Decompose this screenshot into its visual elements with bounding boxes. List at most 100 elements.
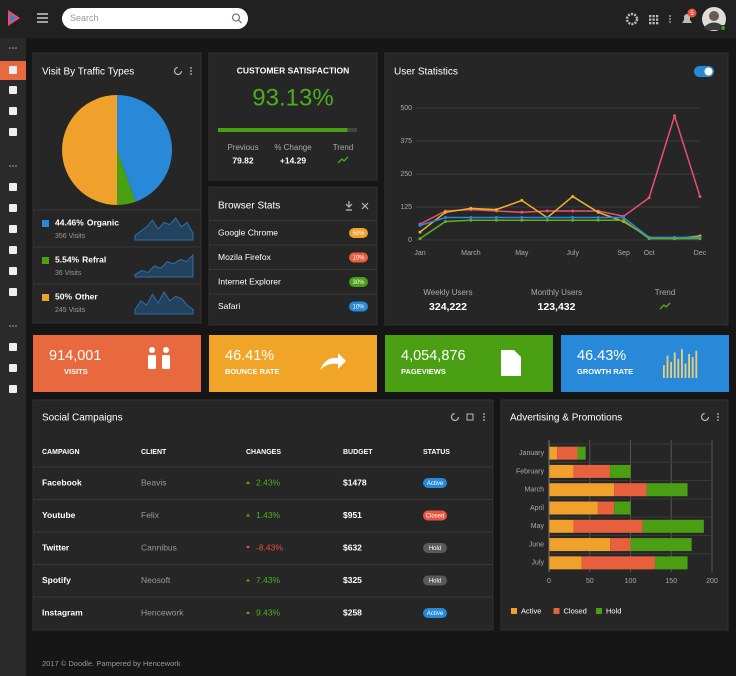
sidebar-icon[interactable]	[9, 86, 17, 94]
menu-icon[interactable]	[483, 419, 485, 421]
sidebar-icon[interactable]	[9, 66, 17, 74]
bar-segment	[549, 519, 574, 533]
line-point	[647, 196, 651, 200]
tile-icon	[666, 355, 669, 378]
sidebar-icon[interactable]	[9, 288, 17, 296]
menu-icon[interactable]	[190, 70, 192, 72]
cell-status: Active	[427, 611, 444, 617]
legend-label: 44.46% Organic	[55, 218, 119, 228]
apps-icon[interactable]	[656, 22, 659, 25]
menu-icon[interactable]	[483, 413, 485, 415]
menu-icon[interactable]	[190, 73, 192, 75]
apps-icon[interactable]	[652, 15, 655, 18]
legend-label: Closed	[564, 606, 587, 615]
menu-icon[interactable]	[483, 416, 485, 418]
apps-icon[interactable]	[649, 18, 652, 21]
browser-badge	[349, 277, 368, 287]
sidebar-icon[interactable]	[9, 183, 17, 191]
menu-icon[interactable]	[190, 67, 192, 69]
legend-value: 44.46%	[55, 218, 84, 228]
panel-title: User Statistics	[394, 67, 458, 78]
sidebar-icon[interactable]	[9, 128, 17, 136]
apps-icon[interactable]	[656, 18, 659, 21]
status-badge	[423, 608, 447, 618]
column-header: CLIENT	[141, 449, 167, 456]
apps-icon[interactable]	[656, 15, 659, 18]
refresh-icon[interactable]	[450, 412, 460, 422]
bar-segment	[630, 538, 692, 552]
panel-title: Advertising & Promotions	[510, 413, 622, 424]
sidebar-icon[interactable]	[9, 364, 17, 372]
cell-change: 2.43%	[256, 477, 281, 487]
line-series	[419, 219, 700, 240]
apps-icon[interactable]	[652, 18, 655, 21]
search-box[interactable]	[62, 8, 248, 29]
browser-badge	[349, 228, 368, 238]
apps-icon[interactable]	[652, 22, 655, 25]
x-tick-label: Sep	[617, 250, 630, 257]
tile-icon	[162, 355, 170, 369]
sidebar-divider	[15, 325, 17, 327]
line-point	[520, 198, 524, 202]
notification-badge	[687, 8, 697, 18]
legend-label: Hold	[606, 606, 621, 615]
browser-share: 10%	[352, 305, 365, 311]
x-tick-label: 50	[586, 578, 594, 585]
sidebar-icon[interactable]	[9, 225, 17, 233]
tile-icon	[688, 354, 690, 378]
stat-value: 324,222	[429, 301, 467, 313]
line-point	[571, 194, 575, 198]
y-tick-label: 0	[408, 237, 412, 244]
close-icon[interactable]	[361, 202, 369, 210]
sidebar-icon[interactable]	[9, 246, 17, 254]
browser-share: 30%	[352, 280, 365, 286]
sidebar-divider	[9, 47, 11, 49]
refresh-icon[interactable]	[173, 66, 183, 76]
menu-icon[interactable]	[669, 21, 671, 23]
change-arrow	[246, 481, 250, 484]
line-point	[622, 216, 626, 220]
browser-badge	[349, 252, 368, 263]
x-tick-label: Oct	[644, 250, 655, 257]
line-point	[545, 209, 549, 213]
bar-segment	[597, 501, 615, 515]
cell-status: Closed	[426, 514, 445, 520]
line-point	[596, 216, 600, 220]
progress-bar	[218, 128, 348, 132]
cell-campaign: Twitter	[42, 542, 70, 552]
stat-label: Weekly Users	[423, 288, 472, 297]
sidebar-icon[interactable]	[9, 385, 17, 393]
sidebar-icon[interactable]	[9, 107, 17, 115]
sidebar-icon[interactable]	[9, 204, 17, 212]
menu-icon[interactable]	[717, 416, 719, 418]
sidebar-icon[interactable]	[9, 343, 17, 351]
sidebar	[0, 38, 26, 676]
refresh-icon[interactable]	[700, 412, 710, 422]
legend-value: 50%	[55, 292, 72, 302]
x-tick-label: May	[515, 250, 529, 257]
settings-icon[interactable]	[625, 12, 639, 26]
sidebar-icon[interactable]	[9, 267, 17, 275]
browser-share: 50%	[352, 231, 365, 237]
x-tick-label: 200	[706, 578, 718, 585]
line-point	[443, 220, 447, 224]
legend-value: 5.54%	[55, 255, 80, 265]
menu-icon[interactable]	[717, 413, 719, 415]
fullscreen-icon[interactable]	[466, 413, 474, 421]
menu-icon[interactable]	[669, 15, 671, 17]
menu-icon[interactable]	[669, 18, 671, 20]
cell-campaign: Facebook	[42, 477, 82, 487]
download-icon[interactable]	[345, 201, 353, 211]
stat-value: 123,432	[538, 301, 576, 313]
sidebar-divider	[12, 47, 14, 49]
logo	[10, 14, 16, 22]
menu-icon[interactable]	[717, 419, 719, 421]
tile-icon	[673, 352, 676, 378]
line-point	[418, 223, 422, 227]
pie-slice	[62, 95, 117, 205]
cell-client: Hencework	[141, 607, 184, 617]
cell-campaign: Youtube	[42, 510, 76, 520]
apps-icon[interactable]	[649, 15, 652, 18]
line-point	[698, 237, 702, 241]
apps-icon[interactable]	[649, 22, 652, 25]
